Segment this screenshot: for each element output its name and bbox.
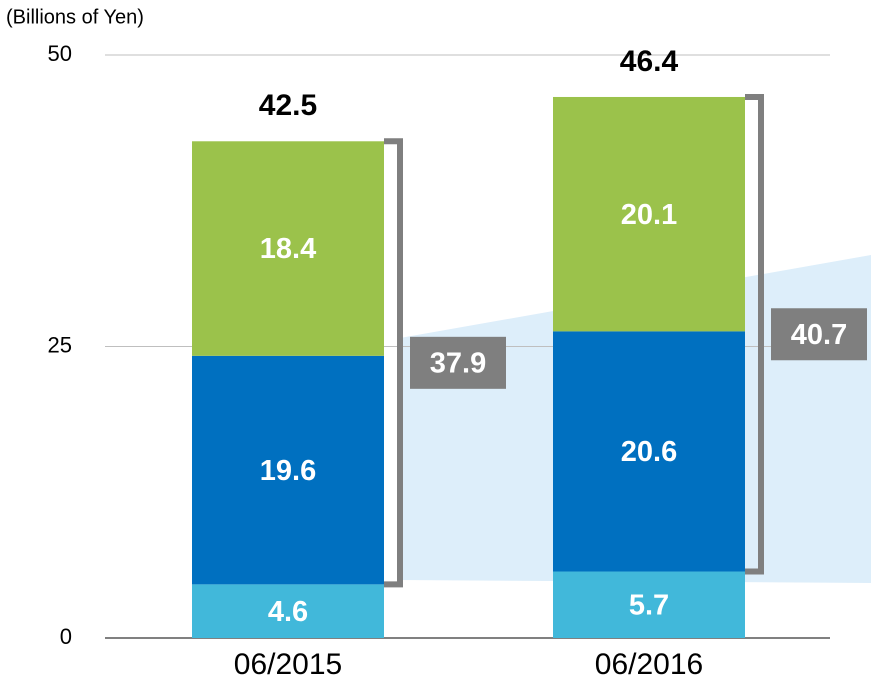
bar-segment	[192, 141, 384, 356]
data-label: 20.6	[621, 436, 677, 468]
bar-segment	[553, 331, 745, 572]
data-label: 5.7	[629, 589, 669, 621]
total-label: 42.5	[259, 89, 317, 122]
bar-segment	[192, 355, 384, 585]
x-tick-label: 06/2015	[234, 648, 342, 681]
bracket	[745, 93, 764, 575]
bracket	[384, 138, 403, 588]
total-label: 46.4	[620, 45, 679, 78]
bracket-label-box	[771, 308, 867, 361]
bracket-label: 40.7	[791, 319, 847, 351]
y-axis-label: (Billions of Yen)	[6, 6, 144, 28]
bracket-label-box	[410, 336, 506, 389]
y-tick-label: 0	[60, 624, 72, 649]
bar-segment	[192, 584, 384, 638]
data-label: 19.6	[260, 455, 316, 487]
x-tick-label: 06/2016	[595, 648, 703, 681]
data-label: 18.4	[260, 233, 316, 265]
bar-segment	[553, 571, 745, 638]
bracket-label: 37.9	[430, 347, 486, 379]
y-tick-label: 25	[48, 332, 72, 357]
data-label: 4.6	[268, 596, 308, 628]
data-label: 20.1	[621, 199, 677, 231]
y-tick-label: 50	[48, 41, 72, 66]
bar-segment	[553, 96, 745, 332]
